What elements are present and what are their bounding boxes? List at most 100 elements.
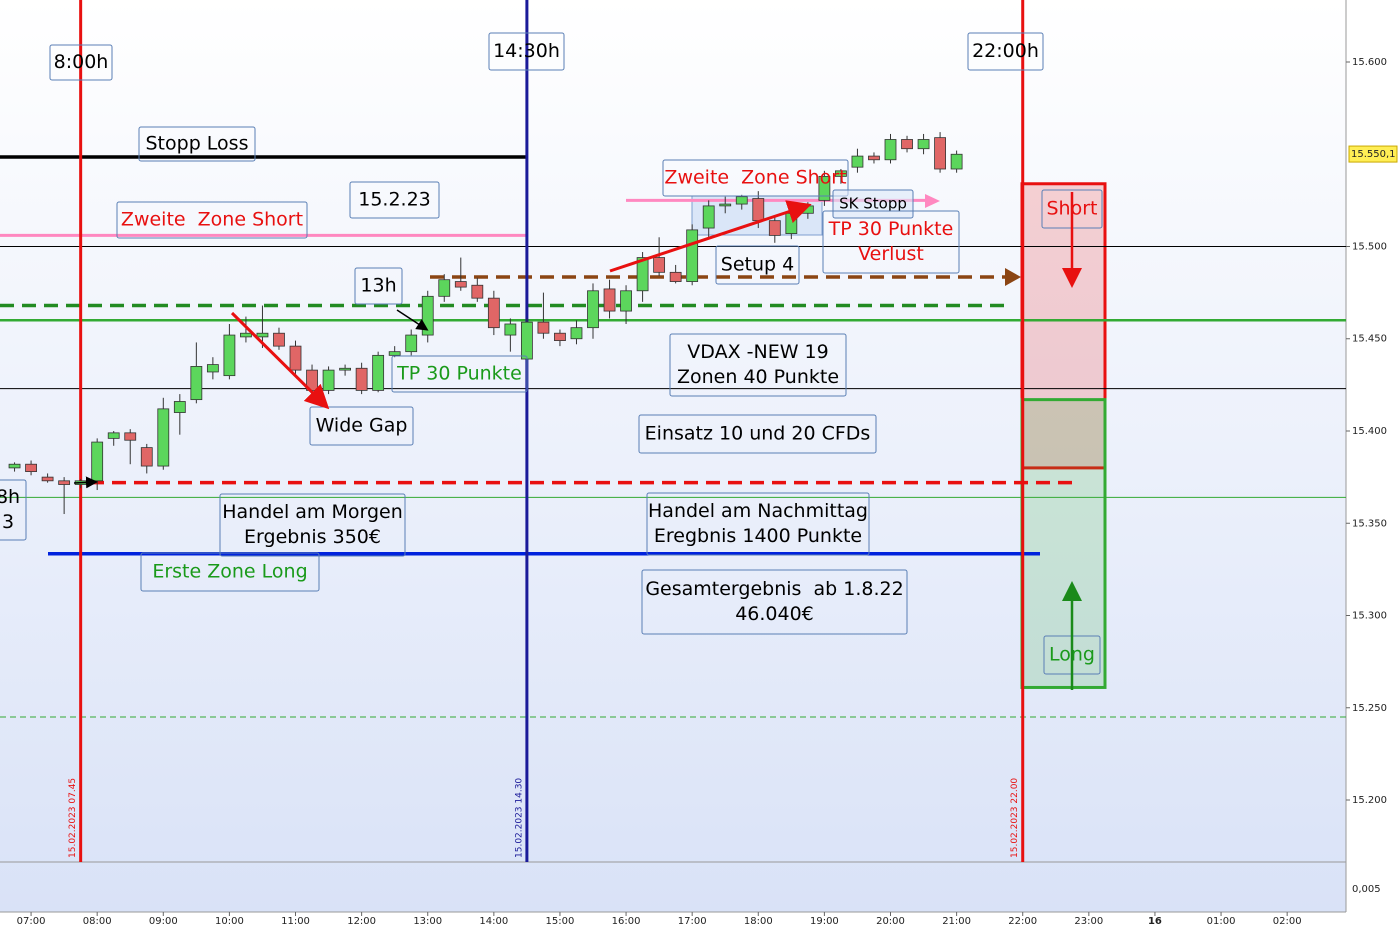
candle-body: [206, 364, 219, 373]
annotation: Zweite Zone Short: [662, 159, 849, 197]
annotation-text: 3: [2, 511, 14, 533]
y-tick-label: 15.300: [1352, 611, 1387, 622]
candle-body: [438, 279, 451, 297]
annotation-text: Zweite Zone Short: [664, 167, 846, 189]
annotation: TP 30 Punkte Verlust: [822, 210, 960, 274]
candle-body: [950, 153, 963, 170]
candle-body: [322, 369, 335, 391]
x-tick-label: 08:00: [83, 916, 112, 926]
candle-body: [636, 257, 649, 292]
arrow: [230, 311, 330, 410]
annotation-text: Stopp Loss: [146, 133, 249, 155]
annotation-text: Handel am Morgen: [222, 501, 403, 523]
candle-body: [140, 447, 153, 467]
zone: [1020, 182, 1107, 470]
annotation-text: Verlust: [858, 243, 924, 265]
annotation-text: TP 30 Punkte: [396, 363, 522, 385]
zone: [1020, 398, 1107, 689]
annotation-box: [646, 492, 870, 556]
candle-body: [487, 297, 500, 329]
x-tick-label: 23:00: [1074, 916, 1103, 926]
candle-body: [273, 332, 285, 347]
last-price-box: [1348, 145, 1398, 163]
annotation-text: Handel am Nachmittag: [648, 500, 868, 522]
annotation-box: [715, 245, 800, 285]
candle-body: [851, 155, 864, 168]
annotation-text: VDAX -NEW 19: [687, 341, 828, 363]
annotation: 14:30h: [488, 32, 565, 71]
candle-body: [157, 408, 170, 467]
x-tick-label: 21:00: [942, 916, 971, 926]
annotation-text: SK Stopp: [839, 195, 907, 213]
annotation: Wide Gap: [309, 406, 414, 446]
annotation-text: Gesamtergebnis ab 1.8.22: [645, 578, 903, 600]
x-tick-label: 17:00: [678, 916, 707, 926]
candle-body: [537, 321, 550, 334]
annotation-text: 8h: [0, 486, 20, 508]
candle-body: [256, 332, 269, 338]
axis-background: [1346, 0, 1398, 926]
annotation-text: 15.2.23: [358, 189, 431, 211]
annotation-box: [822, 210, 960, 274]
annotation-text: 13h: [360, 275, 396, 297]
x-tick-label: 14:00: [479, 916, 508, 926]
annotation-box: [391, 355, 528, 393]
candle-body: [934, 137, 946, 170]
annotation: Setup 4: [715, 245, 800, 285]
x-tick-label: 18:00: [744, 916, 773, 926]
candle-body: [702, 205, 715, 229]
x-tick-label: 02:00: [1273, 916, 1302, 926]
annotation-box: [309, 406, 414, 446]
x-tick-label: 13:00: [413, 916, 442, 926]
annotation-box: [116, 201, 308, 239]
x-tick-label: 20:00: [876, 916, 905, 926]
candle-body: [471, 284, 484, 299]
x-tick-label: 10:00: [215, 916, 244, 926]
annotation-box: [354, 267, 403, 305]
annotation: Zweite Zone Short: [116, 201, 308, 239]
candle-body: [603, 288, 616, 312]
annotation-box: [669, 333, 847, 397]
candle-body: [388, 351, 401, 356]
panel-tick-label: 0,005: [1352, 884, 1381, 895]
plot-background: [0, 0, 1346, 912]
x-tick-label: 19:00: [810, 916, 839, 926]
annotation-text: Ergebnis 350€: [244, 526, 381, 548]
y-tick-label: 15.500: [1352, 241, 1387, 252]
x-tick-label: 15:00: [546, 916, 575, 926]
candle-body: [223, 334, 236, 377]
candle-body: [289, 345, 302, 371]
annotation-box: [140, 552, 320, 592]
annotation: Gesamtergebnis ab 1.8.22 46.040€: [641, 569, 908, 635]
annotation-text: Setup 4: [721, 254, 794, 276]
annotation: VDAX -NEW 19 Zonen 40 Punkte: [669, 333, 847, 397]
arrow: [73, 476, 98, 489]
candle-body: [372, 354, 385, 391]
annotation: Einsatz 10 und 20 CFDs: [638, 414, 877, 454]
candle-body: [868, 155, 880, 161]
candle-body: [570, 327, 583, 340]
annotation-text: Erste Zone Long: [152, 561, 307, 583]
annotation-box: [641, 569, 908, 635]
time-line-label: 15.02.2023 22.00: [1010, 778, 1020, 858]
candle-body: [421, 295, 434, 336]
candle-body: [620, 290, 632, 312]
arrow: [609, 200, 812, 273]
annotation-box: [219, 493, 406, 557]
candle-body: [587, 290, 599, 329]
candle-body: [405, 334, 418, 353]
candle-body: [884, 139, 897, 161]
x-tick-label: 22:00: [1008, 916, 1037, 926]
annotation-box: [967, 32, 1044, 71]
annotation: 13h: [354, 267, 403, 305]
annotation: 8:00h: [49, 44, 113, 81]
annotation-box: [49, 44, 113, 81]
candle-body: [669, 271, 682, 282]
y-tick-label: 15.600: [1352, 57, 1387, 68]
arrow-head: [925, 194, 940, 208]
candle-body: [355, 367, 368, 391]
annotation: TP 30 Punkte: [391, 355, 528, 393]
last-price-label: 15.550,1: [1351, 149, 1396, 160]
candle-body: [835, 170, 847, 177]
